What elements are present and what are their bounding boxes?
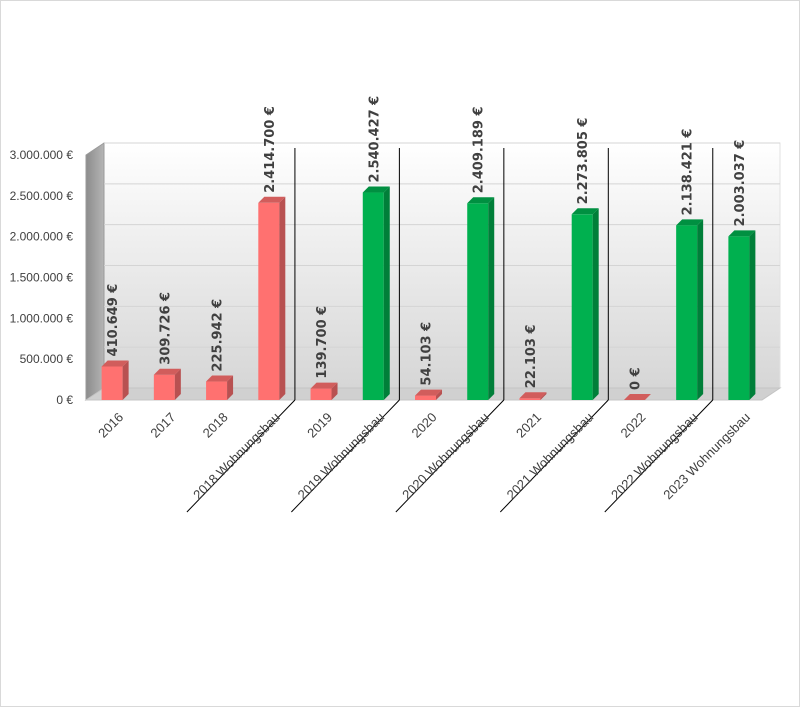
data-label: 410.649 € <box>106 284 121 357</box>
bar <box>153 368 181 400</box>
bar-side <box>436 389 442 400</box>
bar-front <box>362 192 384 400</box>
bar-front <box>310 388 332 400</box>
data-label: 225.942 € <box>211 299 226 372</box>
bar-top <box>728 230 756 237</box>
group-separator <box>604 399 714 513</box>
bar-top <box>467 197 495 204</box>
bar-front <box>153 374 175 400</box>
y-tick-label: 1.000.000 € <box>10 311 74 325</box>
x-tick-label: 2023 Wohnungsbau <box>660 410 753 503</box>
data-label: 2.138.421 € <box>681 129 696 216</box>
x-tick-label: 2020 <box>409 410 440 441</box>
bar-front <box>571 214 593 400</box>
bar-front <box>206 381 228 400</box>
x-tick-label: 2018 <box>200 410 231 441</box>
bar <box>728 230 756 400</box>
data-label: 2.003.037 € <box>733 140 748 227</box>
bar <box>362 186 390 400</box>
data-label: 2.409.189 € <box>472 106 487 193</box>
x-tick-label: 2022 <box>617 410 648 441</box>
data-label: 54.103 € <box>420 322 435 386</box>
bar-top <box>206 375 234 382</box>
data-label: 0 € <box>628 367 643 390</box>
bar-side <box>540 392 547 400</box>
bar-front <box>676 225 698 400</box>
data-label: 2.414.700 € <box>263 106 278 193</box>
x-tick-label: 2018 Wohnungsbau <box>190 410 283 503</box>
bar <box>623 394 651 400</box>
bar <box>519 392 547 400</box>
x-tick-label: 2021 Wohnungsbau <box>504 410 597 503</box>
bar-side <box>749 230 756 400</box>
bar-front <box>101 366 123 400</box>
y-tick-label: 1.500.000 € <box>10 271 74 285</box>
x-tick-label: 2016 <box>95 410 126 441</box>
bar-side <box>488 197 495 400</box>
bar-side <box>174 368 181 400</box>
bar-top <box>362 186 390 193</box>
bar-side <box>331 382 338 400</box>
data-label: 139.700 € <box>315 306 330 379</box>
bar <box>467 197 495 400</box>
y-tick-label: 2.500.000 € <box>10 189 74 203</box>
bar <box>206 375 234 400</box>
y-tick-label: 0 € <box>56 393 73 407</box>
bar-side <box>122 360 129 400</box>
data-label: 2.273.805 € <box>576 118 591 205</box>
bar-front <box>258 202 280 400</box>
x-tick-label: 2021 <box>513 410 544 441</box>
group-separator <box>499 399 609 513</box>
bar-side <box>697 219 704 400</box>
bar-top <box>676 219 704 226</box>
data-label: 309.726 € <box>158 292 173 365</box>
group-separator <box>186 399 296 513</box>
bar-side <box>592 208 599 400</box>
bar-top <box>519 392 547 399</box>
bar-side <box>279 196 286 400</box>
x-tick-label: 2019 <box>304 410 335 441</box>
y-tick-label: 3.000.000 € <box>10 148 74 162</box>
bar <box>310 382 338 400</box>
bar-side <box>383 186 390 400</box>
bar-top <box>258 196 286 203</box>
group-separator <box>291 399 400 513</box>
x-tick-label: 2017 <box>147 410 178 441</box>
group-separator <box>395 399 505 513</box>
bar-front <box>467 203 489 400</box>
bar <box>415 389 442 400</box>
bar-top <box>310 382 338 389</box>
bar-front <box>519 398 541 400</box>
x-tick-label: 2019 Wohnungsbau <box>295 410 388 503</box>
side-wall <box>85 142 105 401</box>
bar <box>676 219 704 400</box>
bar-top <box>101 360 129 367</box>
y-tick-label: 500.000 € <box>20 352 74 366</box>
bar-front <box>728 236 750 400</box>
bar-front <box>415 395 436 400</box>
bar <box>101 360 129 400</box>
bar-top <box>623 394 651 400</box>
bar <box>571 208 599 400</box>
y-tick-label: 2.000.000 € <box>10 230 74 244</box>
data-label: 22.103 € <box>524 324 539 388</box>
data-label: 2.540.427 € <box>367 96 382 183</box>
bar-top <box>571 208 599 215</box>
bar <box>258 196 286 400</box>
x-tick-label: 2022 Wohnungsbau <box>608 410 701 503</box>
bar-top <box>153 368 181 375</box>
x-tick-label: 2020 Wohnungsbau <box>399 410 492 503</box>
bar-top <box>415 389 442 396</box>
bar-side <box>227 375 234 400</box>
